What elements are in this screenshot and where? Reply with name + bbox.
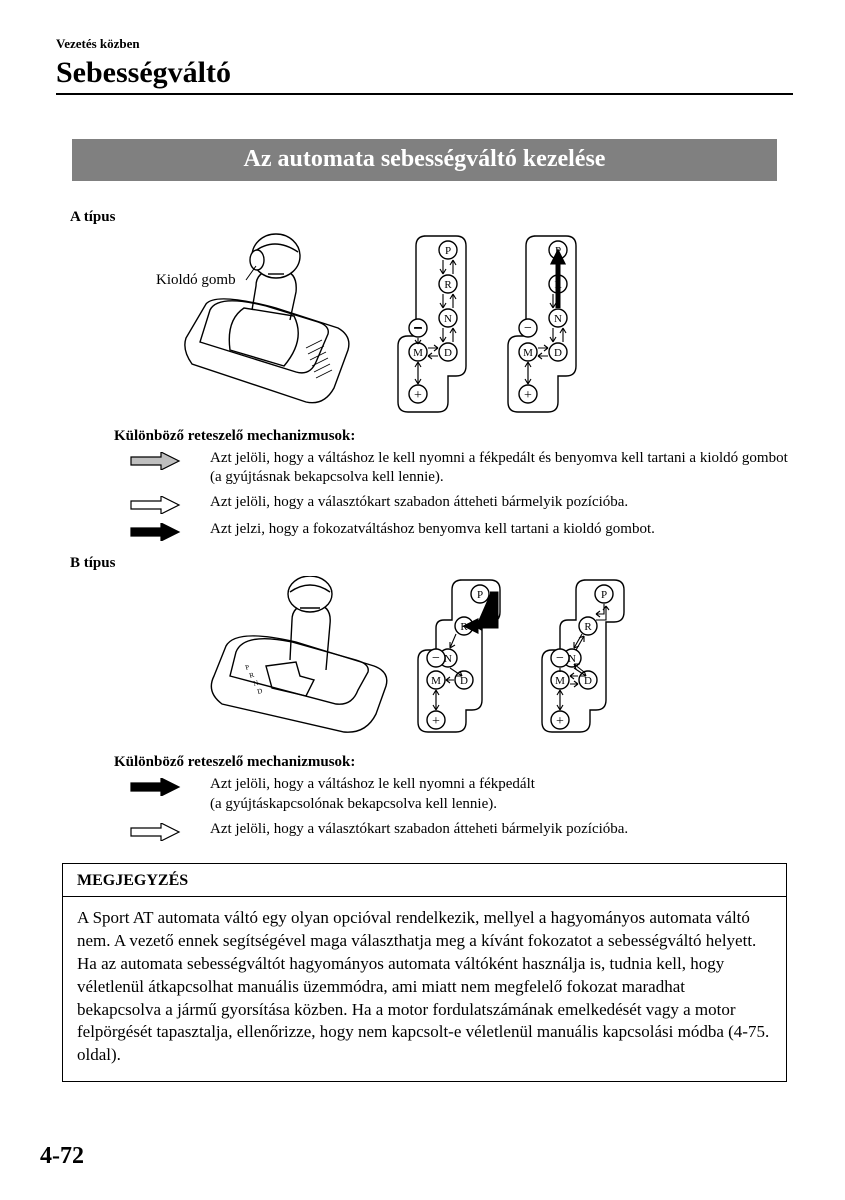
svg-text:P: P: [601, 589, 607, 601]
mech-row: Azt jelöli, hogy a váltáshoz le kell nyo…: [126, 775, 793, 813]
shift-pattern-b-right: P R N D M − +: [534, 576, 644, 746]
svg-text:R: R: [444, 279, 452, 291]
mech-text: Azt jelöli, hogy a váltáshoz le kell nyo…: [210, 775, 535, 813]
mech-row: Azt jelöli, hogy a váltáshoz le kell nyo…: [126, 449, 793, 487]
shifter-a-illustration: [156, 230, 376, 410]
svg-text:−: −: [432, 651, 440, 666]
shift-pattern-b-left: P R N D M − +: [410, 576, 520, 746]
svg-text:P: P: [445, 245, 451, 257]
svg-text:M: M: [523, 347, 533, 359]
mech-row: Azt jelöli, hogy a választókart szabadon…: [126, 820, 793, 841]
svg-text:D: D: [444, 347, 452, 359]
svg-text:N: N: [252, 679, 259, 688]
mech-row: Azt jelzi, hogy a fokozatváltáshoz benyo…: [126, 520, 793, 541]
mech-row: Azt jelöli, hogy a választókart szabadon…: [126, 493, 793, 514]
arrow-white-icon: [126, 820, 184, 841]
svg-text:+: +: [524, 388, 532, 403]
svg-text:R: R: [248, 671, 255, 680]
note-body: A Sport AT automata váltó egy olyan opci…: [63, 897, 786, 1082]
svg-text:−: −: [556, 651, 564, 666]
type-b-label: B típus: [70, 555, 793, 572]
release-button-callout: Kioldó gomb: [156, 272, 236, 289]
mech-text: Azt jelöli, hogy a választókart szabadon…: [210, 493, 628, 512]
svg-text:P: P: [244, 664, 250, 673]
title-rule: [56, 93, 793, 95]
mech-text: Azt jelöli, hogy a váltáshoz le kell nyo…: [210, 449, 793, 487]
page-title: Sebességváltó: [56, 56, 793, 90]
mech-text: Azt jelzi, hogy a fokozatváltáshoz benyo…: [210, 520, 655, 539]
svg-text:+: +: [432, 714, 440, 729]
shifter-b-illustration: P R N D: [196, 576, 396, 736]
type-b-figure-row: P R N D P R N D M − +: [196, 576, 793, 746]
section-banner: Az automata sebességváltó kezelése: [72, 139, 777, 181]
note-box: MEGJEGYZÉS A Sport AT automata váltó egy…: [62, 863, 787, 1083]
svg-text:D: D: [584, 675, 592, 687]
svg-text:−: −: [524, 321, 532, 336]
shift-pattern-a-right: P R N D M − +: [500, 230, 596, 420]
svg-text:M: M: [413, 347, 423, 359]
type-a-mech-heading: Különböző reteszelő mechanizmusok:: [114, 428, 793, 445]
type-a-figure-row: P R N D M − +: [156, 230, 793, 420]
note-heading: MEGJEGYZÉS: [63, 864, 786, 897]
svg-text:N: N: [444, 313, 452, 325]
shift-pattern-a-left: P R N D M − +: [390, 230, 486, 420]
svg-text:−: −: [414, 321, 422, 336]
svg-text:M: M: [555, 675, 565, 687]
svg-text:+: +: [556, 714, 564, 729]
svg-text:N: N: [554, 313, 562, 325]
mech-text: Azt jelöli, hogy a választókart szabadon…: [210, 820, 628, 839]
type-b-mech-heading: Különböző reteszelő mechanizmusok:: [114, 754, 793, 771]
arrow-gray-icon: [126, 449, 184, 470]
type-a-label: A típus: [70, 209, 793, 226]
arrow-black-icon: [126, 520, 184, 541]
breadcrumb: Vezetés közben: [56, 36, 793, 52]
svg-text:R: R: [584, 621, 592, 633]
svg-text:+: +: [414, 388, 422, 403]
svg-text:D: D: [256, 687, 263, 696]
page-number: 4-72: [40, 1143, 84, 1170]
svg-text:D: D: [554, 347, 562, 359]
svg-text:M: M: [431, 675, 441, 687]
arrow-black-icon: [126, 775, 184, 796]
svg-text:P: P: [477, 589, 483, 601]
arrow-white-icon: [126, 493, 184, 514]
svg-text:D: D: [460, 675, 468, 687]
